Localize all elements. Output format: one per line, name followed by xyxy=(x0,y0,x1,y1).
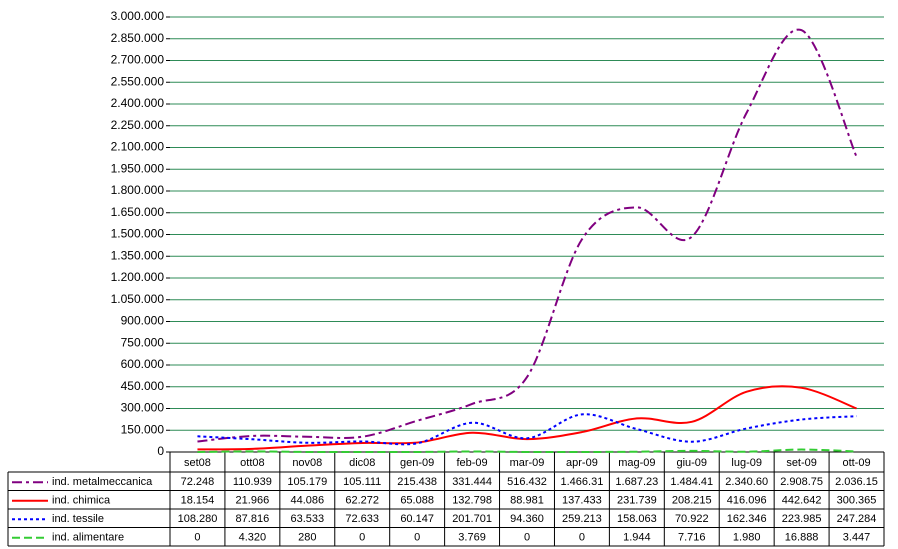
table-value: 223.985 xyxy=(782,513,822,525)
table-value: 88.981 xyxy=(510,495,544,507)
legend-label: ind. tessile xyxy=(52,513,104,525)
table-value: 94.360 xyxy=(510,513,544,525)
table-value: 0 xyxy=(579,532,585,544)
y-tick-label: 1.800.000 xyxy=(111,183,165,197)
y-tick-label: 1.500.000 xyxy=(111,227,165,241)
table-value: 158.063 xyxy=(617,513,657,525)
table-value: 105.111 xyxy=(343,476,381,488)
table-value: 21.966 xyxy=(236,495,270,507)
table-value: 105.179 xyxy=(287,476,327,488)
table-value: 108.280 xyxy=(178,513,218,525)
table-value: 18.154 xyxy=(181,495,215,507)
x-tick-label: mag-09 xyxy=(618,457,655,469)
series-line xyxy=(197,28,858,443)
x-tick-label: dic08 xyxy=(349,457,375,469)
table-value: 4.320 xyxy=(239,532,267,544)
table-value: 280 xyxy=(298,532,316,544)
legend-label: ind. chimica xyxy=(52,495,111,507)
table-value: 300.365 xyxy=(837,495,877,507)
y-tick-label: 0 xyxy=(157,444,164,458)
y-tick-label: 2.100.000 xyxy=(111,140,165,154)
table-value: 2.036.15 xyxy=(835,476,878,488)
x-tick-label: feb-09 xyxy=(456,457,487,469)
table-value: 16.888 xyxy=(785,532,819,544)
table-value: 208.215 xyxy=(672,495,712,507)
table-value: 44.086 xyxy=(290,495,324,507)
table-value: 2.340.60 xyxy=(725,476,768,488)
y-tick-label: 1.200.000 xyxy=(111,270,165,284)
table-value: 201.701 xyxy=(452,513,492,525)
y-tick-label: 1.350.000 xyxy=(111,248,165,262)
table-value: 137.433 xyxy=(562,495,602,507)
table-value: 110.939 xyxy=(233,476,272,488)
x-tick-label: ott-09 xyxy=(842,457,870,469)
table-value: 1.944 xyxy=(623,532,651,544)
table-value: 60.147 xyxy=(400,513,434,525)
table-value: 442.642 xyxy=(782,495,822,507)
x-tick-label: ott08 xyxy=(240,457,264,469)
table-value: 331.444 xyxy=(452,476,492,488)
y-tick-label: 750.000 xyxy=(121,335,165,349)
x-tick-label: mar-09 xyxy=(510,457,545,469)
table-value: 87.816 xyxy=(236,513,270,525)
table-value: 72.633 xyxy=(345,513,379,525)
table-value: 516.432 xyxy=(507,476,547,488)
x-tick-label: gen-09 xyxy=(400,457,434,469)
table-value: 72.248 xyxy=(181,476,215,488)
x-tick-label: giu-09 xyxy=(676,457,707,469)
x-tick-label: lug-09 xyxy=(731,457,762,469)
table-value: 63.533 xyxy=(290,513,324,525)
y-tick-label: 450.000 xyxy=(121,379,165,393)
x-tick-label: set08 xyxy=(184,457,211,469)
y-tick-label: 150.000 xyxy=(121,422,165,436)
table-value: 1.484.41 xyxy=(670,476,713,488)
table-value: 2.908.75 xyxy=(780,476,823,488)
y-tick-label: 900.000 xyxy=(121,314,165,328)
legend-label: ind. metalmeccanica xyxy=(52,476,153,488)
table-value: 0 xyxy=(194,532,200,544)
x-tick-label: apr-09 xyxy=(566,457,598,469)
y-tick-label: 1.950.000 xyxy=(111,161,165,175)
table-value: 0 xyxy=(414,532,420,544)
table-value: 3.447 xyxy=(843,532,871,544)
table-value: 416.096 xyxy=(727,495,767,507)
y-tick-label: 2.250.000 xyxy=(111,118,165,132)
y-tick-label: 600.000 xyxy=(121,357,165,371)
y-tick-label: 2.850.000 xyxy=(111,31,165,45)
y-tick-label: 3.000.000 xyxy=(111,9,165,23)
table-value: 7.716 xyxy=(678,532,706,544)
table-value: 0 xyxy=(524,532,530,544)
table-value: 259.213 xyxy=(562,513,602,525)
y-tick-label: 300.000 xyxy=(121,401,165,415)
y-tick-label: 1.050.000 xyxy=(111,292,165,306)
table-value: 3.769 xyxy=(458,532,486,544)
table-value: 247.284 xyxy=(837,513,877,525)
table-value: 1.980 xyxy=(733,532,761,544)
series-line xyxy=(197,385,857,451)
table-value: 65.088 xyxy=(400,495,434,507)
table-value: 62.272 xyxy=(345,495,379,507)
table-value: 132.798 xyxy=(452,495,492,507)
y-tick-label: 2.700.000 xyxy=(111,53,165,67)
table-value: 1.466.31 xyxy=(561,476,604,488)
x-tick-label: set-09 xyxy=(786,457,817,469)
table-value: 0 xyxy=(359,532,365,544)
series-line xyxy=(197,448,857,454)
y-tick-label: 1.650.000 xyxy=(111,205,165,219)
table-value: 215.438 xyxy=(397,476,437,488)
table-value: 162.346 xyxy=(727,513,767,525)
table-value: 231.739 xyxy=(617,495,657,507)
table-value: 1.687.23 xyxy=(615,476,658,488)
series-line xyxy=(197,413,857,446)
y-tick-label: 2.400.000 xyxy=(111,96,165,110)
table-value: 70.922 xyxy=(675,513,709,525)
x-tick-label: nov08 xyxy=(292,457,322,469)
y-tick-label: 2.550.000 xyxy=(111,74,165,88)
legend-label: ind. alimentare xyxy=(52,532,124,544)
